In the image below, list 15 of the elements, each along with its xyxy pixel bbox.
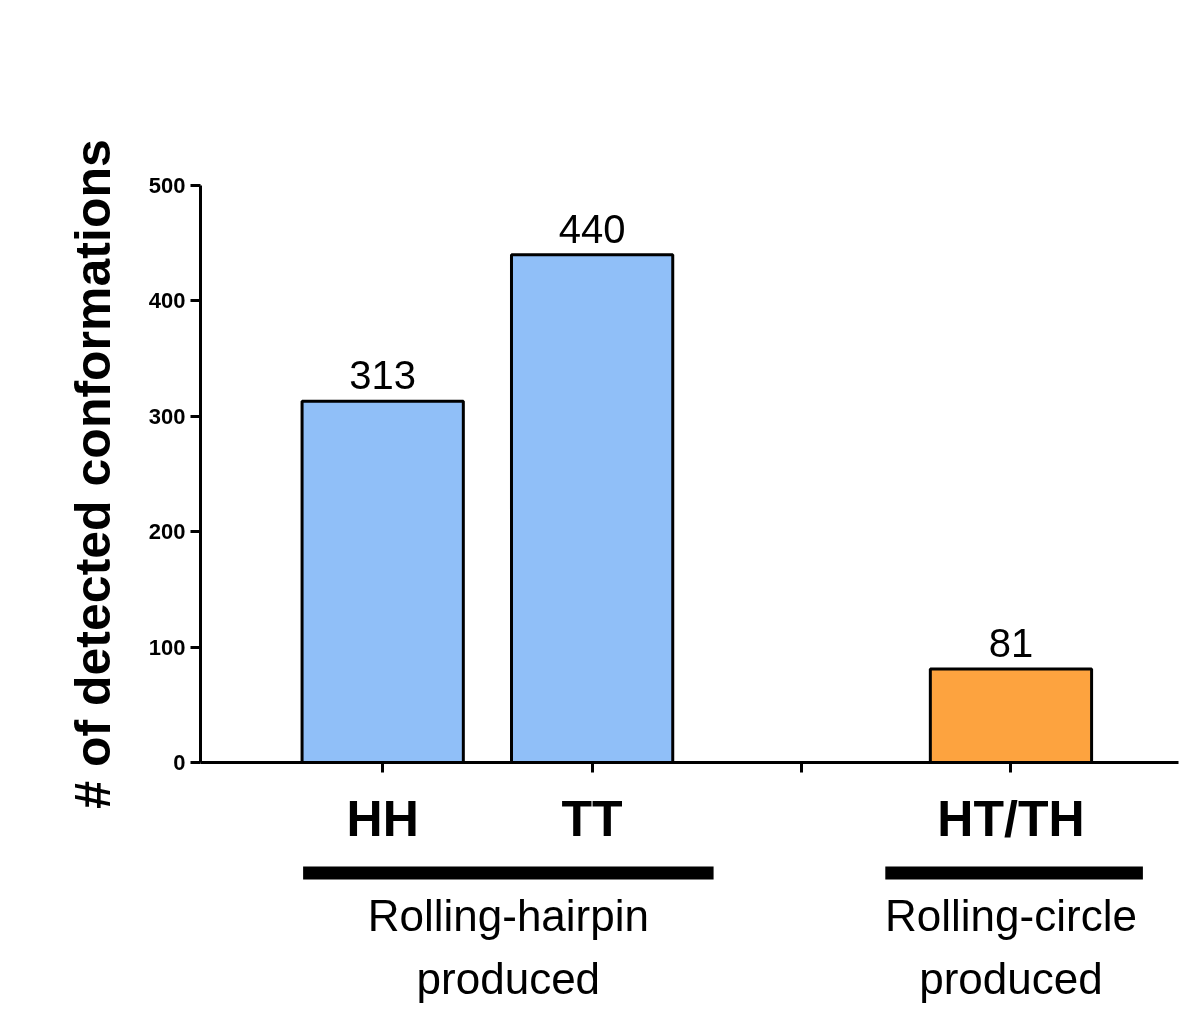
data-label: 313 [349, 353, 417, 398]
text: Rolling-circle produced [885, 890, 1137, 1004]
y-tick-label: 200 [148, 519, 186, 545]
y-axis-title: # of detected conformations [64, 139, 121, 809]
x-tick-label: TT [561, 790, 623, 847]
y-tick-label: 500 [148, 173, 186, 198]
text: Rolling-hairpin produced [367, 890, 649, 1004]
data-label: 440 [558, 206, 626, 251]
data-label: 81 [988, 621, 1034, 666]
y-tick-label: 300 [148, 403, 186, 429]
y-tick-label: 400 [148, 288, 186, 314]
y-tick-label: 0 [173, 750, 186, 775]
x-tick-label: HH [346, 790, 419, 847]
x-tick-label: HT/TH [937, 790, 1085, 847]
y-tick-label: 100 [148, 634, 186, 660]
